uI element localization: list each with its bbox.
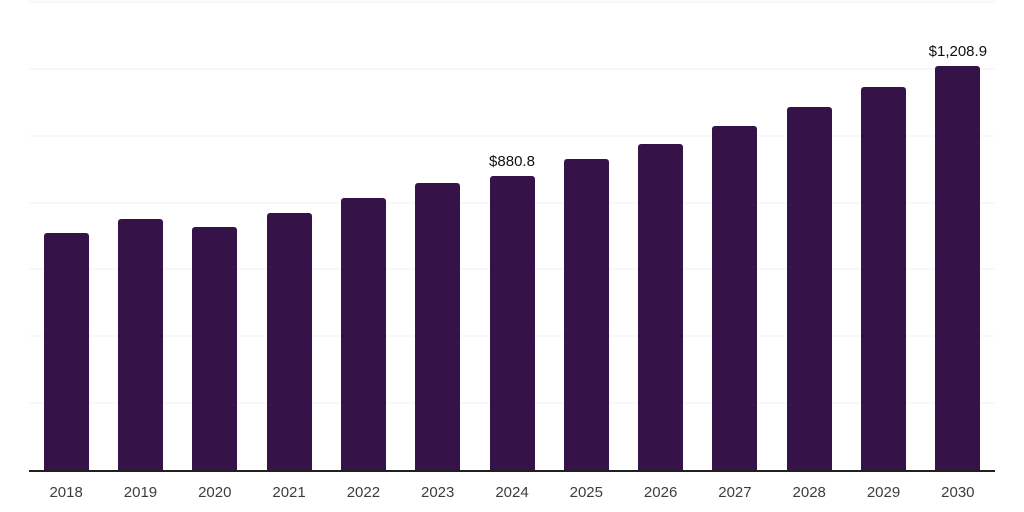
bar-2022[interactable] — [340, 197, 386, 470]
bar-2025[interactable] — [563, 159, 609, 470]
x-tick-label-2024: 2024 — [495, 484, 529, 501]
gridline-1000 — [29, 135, 995, 137]
x-tick-label-2019: 2019 — [123, 484, 158, 501]
x-tick-label-2030: 2030 — [941, 484, 975, 501]
bar-2029[interactable] — [861, 86, 907, 470]
x-tick-label-2025: 2025 — [569, 484, 603, 501]
x-tick-label-2022: 2022 — [346, 484, 381, 501]
bar-value-label-2024: $880.8 — [489, 152, 535, 170]
bar-2020[interactable] — [192, 226, 238, 470]
gridline-1400 — [29, 1, 995, 3]
x-tick-label-2020: 2020 — [198, 484, 232, 501]
bar-2030[interactable] — [935, 65, 981, 470]
x-tick-label-2018: 2018 — [49, 484, 83, 501]
bar-2023[interactable] — [415, 183, 461, 470]
bar-2018[interactable] — [43, 232, 89, 470]
bar-2021[interactable] — [266, 212, 312, 470]
bar-2028[interactable] — [786, 107, 832, 470]
gridline-1200 — [29, 68, 995, 70]
x-tick-label-2029: 2029 — [866, 484, 901, 501]
x-tick-label-2026: 2026 — [643, 484, 678, 501]
x-axis: 2018 2019 2020 2021 2022 2023 2024 2025 2026 2027… — [0, 484, 1024, 506]
bar-2026[interactable] — [638, 144, 684, 470]
x-tick-label-2023: 2023 — [421, 484, 455, 501]
bar-2027[interactable] — [712, 126, 758, 470]
bar-2024[interactable] — [489, 175, 535, 470]
bar-2019[interactable] — [117, 218, 163, 470]
x-tick-label-2021: 2021 — [272, 484, 306, 501]
plot-area: $880.8 $1,208.9 — [29, 1, 995, 472]
x-tick-label-2028: 2028 — [792, 484, 826, 501]
x-tick-label-2027: 2027 — [718, 484, 752, 501]
bar-value-label-2030: $1,208.9 — [928, 42, 988, 60]
